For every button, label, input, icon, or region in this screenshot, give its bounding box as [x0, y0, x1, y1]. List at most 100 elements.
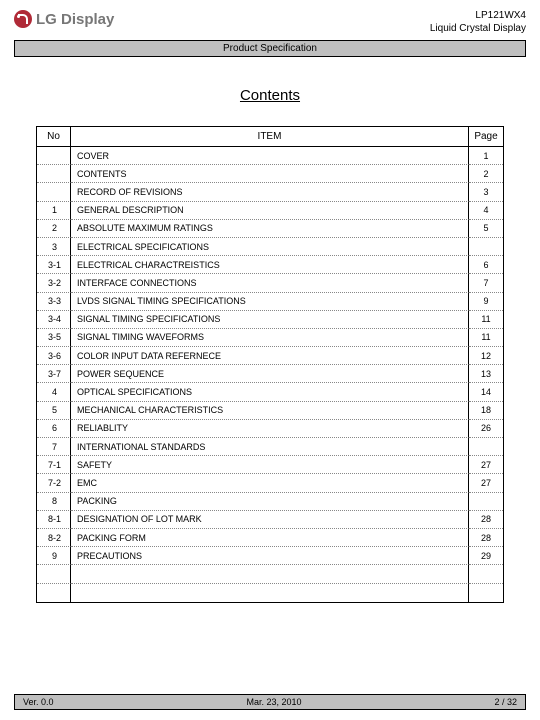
toc-row: 8-2PACKING FORM28	[37, 529, 503, 547]
toc-row: RECORD OF REVISIONS3	[37, 183, 503, 201]
toc-row: 9PRECAUTIONS29	[37, 547, 503, 565]
toc-cell-no: 8-2	[37, 529, 71, 547]
toc-row: 3-3LVDS SIGNAL TIMING SPECIFICATIONS9	[37, 293, 503, 311]
model-number: LP121WX4	[430, 10, 526, 23]
toc-cell-item	[71, 565, 469, 583]
toc-cell-item: CONTENTS	[71, 165, 469, 183]
header-right: LP121WX4 Liquid Crystal Display	[430, 10, 526, 35]
toc-body: COVER1CONTENTS2RECORD OF REVISIONS31GENE…	[37, 147, 503, 602]
toc-cell-page: 4	[469, 202, 503, 220]
toc-cell-no	[37, 183, 71, 201]
toc-cell-page: 27	[469, 456, 503, 474]
toc-cell-no	[37, 147, 71, 165]
toc-cell-no: 3-1	[37, 256, 71, 274]
lg-logo-icon	[14, 10, 32, 28]
toc-row: CONTENTS2	[37, 165, 503, 183]
toc-cell-page	[469, 238, 503, 256]
toc-row: 3-4SIGNAL TIMING SPECIFICATIONS11	[37, 311, 503, 329]
toc-row: 3-1ELECTRICAL CHARACTREISTICS6	[37, 256, 503, 274]
toc-cell-no	[37, 584, 71, 602]
toc-cell-page: 2	[469, 165, 503, 183]
toc-cell-page: 29	[469, 547, 503, 565]
toc-row: 3-7POWER SEQUENCE13	[37, 365, 503, 383]
footer-page: 2 / 32	[494, 697, 517, 707]
toc-cell-no: 4	[37, 383, 71, 401]
toc-header-no: No	[37, 127, 71, 146]
toc-row	[37, 584, 503, 602]
toc-cell-page: 5	[469, 220, 503, 238]
toc-row: 3ELECTRICAL SPECIFICATIONS	[37, 238, 503, 256]
toc-cell-item: COVER	[71, 147, 469, 165]
page-title: Contents	[14, 87, 526, 104]
footer-date: Mar. 23, 2010	[246, 697, 301, 707]
toc-cell-no: 2	[37, 220, 71, 238]
toc-cell-item	[71, 584, 469, 602]
toc-cell-item: DESIGNATION OF LOT MARK	[71, 511, 469, 529]
toc-cell-item: OPTICAL SPECIFICATIONS	[71, 383, 469, 401]
toc-cell-page	[469, 438, 503, 456]
toc-cell-page: 26	[469, 420, 503, 438]
toc-cell-page: 6	[469, 256, 503, 274]
toc-cell-page: 18	[469, 402, 503, 420]
toc-cell-item: POWER SEQUENCE	[71, 365, 469, 383]
toc-cell-page: 11	[469, 329, 503, 347]
toc-cell-page: 11	[469, 311, 503, 329]
toc-cell-no	[37, 165, 71, 183]
toc-cell-no: 1	[37, 202, 71, 220]
toc-row: 3-5SIGNAL TIMING WAVEFORMS11	[37, 329, 503, 347]
footer-bar: Ver. 0.0 Mar. 23, 2010 2 / 32	[14, 694, 526, 710]
toc-cell-item: ELECTRICAL CHARACTREISTICS	[71, 256, 469, 274]
toc-cell-no: 9	[37, 547, 71, 565]
toc-cell-no: 6	[37, 420, 71, 438]
toc-row: 3-2INTERFACE CONNECTIONS7	[37, 274, 503, 292]
toc-row	[37, 565, 503, 583]
toc-cell-item: EMC	[71, 474, 469, 492]
toc-cell-item: COLOR INPUT DATA REFERNECE	[71, 347, 469, 365]
toc-cell-item: PACKING FORM	[71, 529, 469, 547]
toc-cell-item: RECORD OF REVISIONS	[71, 183, 469, 201]
product-type: Liquid Crystal Display	[430, 23, 526, 36]
toc-cell-page: 7	[469, 274, 503, 292]
toc-cell-item: SAFETY	[71, 456, 469, 474]
toc-cell-item: RELIABLITY	[71, 420, 469, 438]
toc-row: COVER1	[37, 147, 503, 165]
document-header: LG Display LP121WX4 Liquid Crystal Displ…	[14, 10, 526, 38]
toc-cell-no	[37, 565, 71, 583]
footer-version: Ver. 0.0	[23, 697, 54, 707]
toc-cell-page: 28	[469, 529, 503, 547]
toc-cell-page	[469, 584, 503, 602]
lg-logo-text: LG Display	[36, 11, 114, 28]
toc-cell-no: 8	[37, 493, 71, 511]
toc-cell-no: 3-5	[37, 329, 71, 347]
toc-cell-page: 12	[469, 347, 503, 365]
toc-row: 3-6COLOR INPUT DATA REFERNECE12	[37, 347, 503, 365]
toc-cell-item: MECHANICAL CHARACTERISTICS	[71, 402, 469, 420]
toc-cell-no: 3-4	[37, 311, 71, 329]
toc-cell-page: 9	[469, 293, 503, 311]
toc-cell-no: 3	[37, 238, 71, 256]
toc-row: 1GENERAL DESCRIPTION4	[37, 202, 503, 220]
toc-cell-no: 3-3	[37, 293, 71, 311]
toc-cell-item: ELECTRICAL SPECIFICATIONS	[71, 238, 469, 256]
spec-bar: Product Specification	[14, 40, 526, 57]
toc-cell-item: SIGNAL TIMING SPECIFICATIONS	[71, 311, 469, 329]
toc-cell-item: LVDS SIGNAL TIMING SPECIFICATIONS	[71, 293, 469, 311]
toc-cell-no: 3-7	[37, 365, 71, 383]
toc-cell-item: SIGNAL TIMING WAVEFORMS	[71, 329, 469, 347]
toc-cell-no: 3-6	[37, 347, 71, 365]
toc-cell-page: 14	[469, 383, 503, 401]
toc-cell-page: 1	[469, 147, 503, 165]
toc-table: No ITEM Page COVER1CONTENTS2RECORD OF RE…	[36, 126, 504, 603]
toc-cell-no: 7	[37, 438, 71, 456]
toc-header-item: ITEM	[71, 127, 469, 146]
toc-cell-page	[469, 565, 503, 583]
toc-cell-no: 7-1	[37, 456, 71, 474]
toc-cell-item: GENERAL DESCRIPTION	[71, 202, 469, 220]
toc-cell-no: 8-1	[37, 511, 71, 529]
toc-cell-item: INTERFACE CONNECTIONS	[71, 274, 469, 292]
toc-cell-no: 3-2	[37, 274, 71, 292]
toc-cell-item: PACKING	[71, 493, 469, 511]
toc-row: 2ABSOLUTE MAXIMUM RATINGS5	[37, 220, 503, 238]
lg-logo: LG Display	[14, 10, 114, 28]
toc-cell-page: 28	[469, 511, 503, 529]
